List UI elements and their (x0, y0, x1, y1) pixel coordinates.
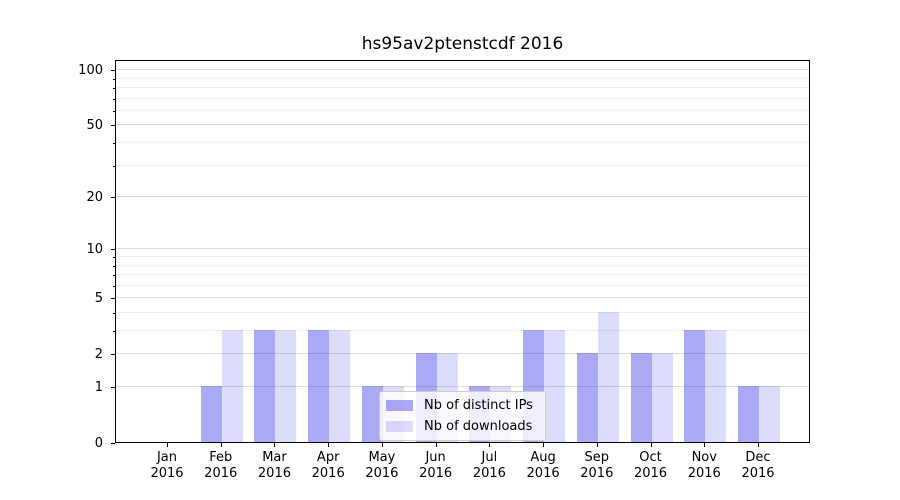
legend: Nb of distinct IPs Nb of downloads (379, 391, 546, 441)
x-tick-label: Dec 2016 (741, 450, 775, 481)
bar-downloads-aug (544, 330, 566, 442)
y-tick-label: 50 (86, 117, 103, 133)
x-tick-mark (435, 443, 437, 447)
y-tick-label: 10 (86, 241, 103, 257)
plot-area (115, 60, 810, 443)
y-minor-tick-mark (113, 110, 115, 112)
y-minor-tick-mark (113, 331, 115, 333)
minor-gridline (116, 312, 809, 313)
x-tick-mark (650, 443, 652, 447)
x-tick-label: Aug 2016 (526, 450, 560, 481)
bar-distinct-ips-apr (308, 330, 330, 442)
y-tick-mark (111, 353, 115, 355)
x-tick-label: Mar 2016 (257, 450, 291, 481)
bar-distinct-ips-may (361, 386, 383, 442)
x-tick-mark (167, 443, 168, 447)
minor-gridline (116, 77, 809, 79)
y-tick-label: 20 (86, 189, 103, 205)
minor-gridline (116, 330, 809, 332)
x-tick-mark (596, 443, 598, 447)
y-tick-label: 100 (78, 62, 103, 78)
x-tick-mark (274, 443, 276, 447)
major-gridline (116, 386, 809, 388)
legend-item-distinct-ips: Nb of distinct IPs (386, 398, 537, 413)
minor-gridline (116, 274, 809, 276)
y-tick-mark (111, 297, 115, 299)
x-tick-mark (758, 443, 759, 447)
x-tick-label: May 2016 (365, 450, 399, 481)
y-tick-label: 1 (94, 379, 103, 395)
legend-swatch-distinct-ips (386, 400, 413, 411)
chart-title: hs95av2ptenstcdf 2016 (361, 34, 564, 54)
minor-gridline (116, 284, 809, 286)
bar-downloads-dec (759, 386, 780, 442)
y-tick-label: 0 (94, 435, 103, 451)
y-tick-mark (111, 196, 115, 198)
x-tick-mark (543, 443, 545, 447)
bar-downloads-feb (221, 330, 243, 442)
x-tick-label: Jun 2016 (419, 450, 453, 481)
y-minor-tick-mark (113, 265, 115, 267)
x-tick-label: Jan 2016 (150, 450, 184, 481)
major-gridline (116, 69, 809, 71)
bar-downloads-nov (705, 330, 727, 442)
bar-downloads-sep (597, 312, 619, 442)
legend-item-downloads: Nb of downloads (386, 419, 537, 434)
minor-gridline (116, 164, 809, 166)
minor-gridline (116, 109, 809, 111)
x-tick-label: Apr 2016 (311, 450, 345, 481)
x-tick-label: Oct 2016 (633, 450, 668, 481)
y-minor-tick-mark (113, 88, 115, 90)
major-gridline (116, 248, 809, 250)
major-gridline (116, 297, 809, 299)
x-tick-label: Nov 2016 (687, 450, 721, 481)
minor-gridline (116, 264, 809, 266)
bar-distinct-ips-feb (200, 386, 222, 442)
major-gridline (116, 196, 809, 198)
minor-gridline (116, 87, 809, 89)
y-tick-mark (111, 124, 115, 126)
major-gridline (116, 353, 809, 355)
bar-distinct-ips-mar (254, 330, 276, 442)
bar-distinct-ips-nov (684, 330, 706, 442)
bar-downloads-mar (275, 330, 297, 442)
y-minor-tick-mark (113, 312, 115, 314)
bar-distinct-ips-dec (738, 386, 759, 442)
bar-downloads-apr (329, 330, 351, 442)
x-tick-mark (381, 443, 383, 447)
y-minor-tick-mark (113, 257, 115, 258)
y-tick-label: 2 (94, 346, 103, 362)
y-minor-tick-mark (113, 275, 115, 277)
y-minor-tick-mark (113, 78, 115, 80)
y-tick-label: 5 (94, 290, 103, 306)
bar-downloads-oct (651, 353, 673, 442)
x-tick-mark (489, 443, 491, 447)
minor-gridline (116, 142, 809, 144)
y-minor-tick-mark (113, 98, 115, 100)
legend-swatch-downloads (386, 421, 413, 432)
bar-distinct-ips-oct (630, 353, 652, 442)
x-tick-mark (220, 443, 222, 447)
y-minor-tick-mark (113, 143, 115, 145)
bar-distinct-ips-sep (576, 353, 598, 442)
y-tick-mark (111, 386, 115, 388)
x-tick-mark (704, 443, 706, 447)
legend-label-distinct-ips: Nb of distinct IPs (424, 398, 533, 413)
minor-gridline (116, 97, 809, 99)
y-tick-mark (111, 248, 115, 250)
y-tick-mark (111, 442, 115, 444)
x-tick-label: Sep 2016 (580, 450, 614, 481)
y-minor-tick-mark (113, 165, 115, 167)
x-tick-label: Jul 2016 (472, 450, 506, 481)
y-tick-mark (111, 69, 115, 71)
minor-gridline (116, 256, 809, 258)
y-minor-tick-mark (113, 285, 115, 287)
x-tick-label: Feb 2016 (204, 450, 238, 481)
x-tick-mark (328, 443, 330, 447)
major-gridline (116, 124, 809, 126)
legend-label-downloads: Nb of downloads (424, 419, 533, 434)
